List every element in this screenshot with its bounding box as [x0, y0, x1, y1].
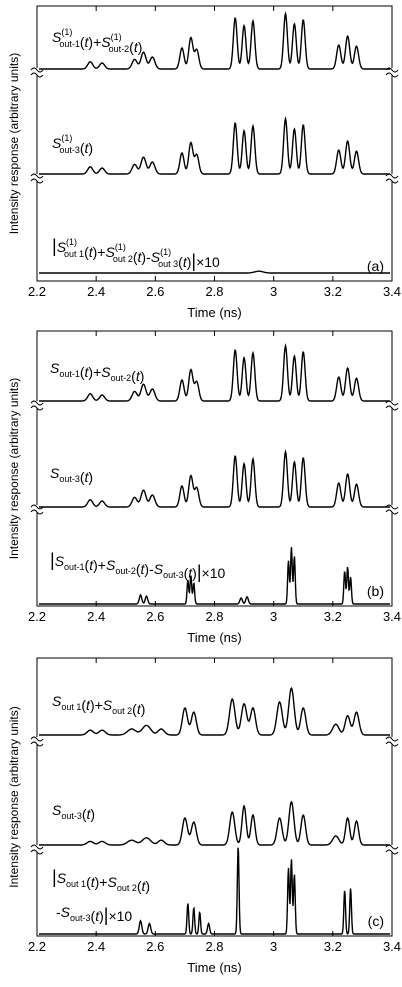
x-tick-label: 3 — [270, 939, 277, 954]
series-line-2 — [39, 116, 390, 175]
series-line-1 — [39, 343, 390, 402]
axis-break-gap — [386, 505, 398, 512]
chart-panel-1: 2.2 2.4 2.6 2.8 3 3.2 3.4 Time (ns) Intensity re… — [7, 5, 401, 320]
x-tick-label: 3.4 — [383, 284, 401, 299]
panel-label: (a) — [367, 258, 384, 274]
axis-break-gap — [386, 845, 398, 852]
x-tick-label: 3.4 — [383, 609, 401, 624]
x-tick-label: 2.2 — [28, 939, 46, 954]
series-line-1 — [39, 686, 390, 736]
x-tick-label: 2.4 — [87, 609, 105, 624]
axis-break-mark — [30, 67, 44, 78]
series-label-2: Sout-3(t) — [52, 802, 95, 822]
series-line-2 — [39, 800, 390, 846]
series-label-3-line-2: -Sout-3(t)|×10 — [56, 904, 132, 925]
series-label-1: S(1) out-1(t)+S(1) out-2(t) — [52, 27, 142, 55]
axis-break-gap — [31, 845, 43, 852]
axis-break-gap — [386, 174, 398, 181]
x-tick-label: 2.6 — [146, 284, 164, 299]
axis-break-mark — [30, 736, 44, 747]
axis-break-mark — [385, 736, 399, 747]
series-line-3 — [39, 270, 390, 274]
x-tick-label: 2.6 — [146, 609, 164, 624]
series-label-3: |S(1) out 1(t)+S(1) out 2(t)-S(1) out 3(t)|… — [52, 236, 220, 271]
x-tick-label: 2.8 — [205, 284, 223, 299]
axis-break-gap — [386, 68, 398, 75]
x-tick-label: 3 — [270, 609, 277, 624]
x-axis-label: Time (ns) — [187, 960, 241, 975]
axis-break-gap — [31, 505, 43, 512]
axis-break-mark — [30, 173, 44, 184]
x-tick-label: 2.6 — [146, 939, 164, 954]
y-axis-label: Intensity response (arbitrary units) — [7, 378, 21, 559]
axis-break-gap — [386, 737, 398, 744]
y-axis-label: Intensity response (arbitrary units) — [7, 53, 21, 234]
x-tick-label: 2.4 — [87, 939, 105, 954]
series-label-3-line-1: |Sout 1(t)+Sout 2(t) — [52, 867, 150, 894]
x-tick-label: 3.2 — [324, 939, 342, 954]
series-line-1 — [39, 11, 390, 70]
chart-panel-3: 2.2 2.4 2.6 2.8 3 3.2 3.4 Time (ns) Intensity re… — [7, 657, 401, 975]
x-tick-label: 2.2 — [28, 609, 46, 624]
axis-break-gap — [31, 737, 43, 744]
series-label-1: Sout 1(t)+Sout 2(t) — [52, 693, 145, 717]
y-axis-label: Intensity response (arbitrary units) — [7, 706, 21, 887]
series-line-2 — [39, 449, 390, 508]
axis-break-gap — [31, 68, 43, 75]
axis-break-gap — [386, 401, 398, 408]
series-line-3 — [39, 547, 390, 605]
chart-panel-2: 2.2 2.4 2.6 2.8 3 3.2 3.4 Time (ns) Intensity re… — [7, 330, 401, 645]
axis-break-mark — [30, 504, 44, 515]
x-tick-label: 3.4 — [383, 939, 401, 954]
series-label-2: S(1) out-3(t) — [52, 133, 93, 156]
axis-break-mark — [30, 400, 44, 411]
series-line-3 — [39, 847, 390, 935]
panel-label: (c) — [368, 913, 384, 929]
x-tick-label: 2.8 — [205, 609, 223, 624]
x-tick-label: 3 — [270, 284, 277, 299]
series-label-1: Sout-1(t)+Sout-2(t) — [50, 360, 144, 384]
axis-break-gap — [31, 401, 43, 408]
series-label-2: Sout-3(t) — [50, 465, 93, 485]
x-tick-label: 2.8 — [205, 939, 223, 954]
axis-break-mark — [385, 504, 399, 515]
x-axis-label: Time (ns) — [187, 305, 241, 320]
x-axis-label: Time (ns) — [187, 630, 241, 645]
x-tick-label: 3.2 — [324, 284, 342, 299]
axis-break-mark — [30, 844, 44, 855]
x-tick-label: 3.2 — [324, 609, 342, 624]
panel-label: (b) — [367, 583, 384, 599]
axis-break-gap — [31, 174, 43, 181]
series-label-3: |Sout-1(t)+Sout-2(t)-Sout-3(t)|×10 — [50, 550, 225, 582]
x-tick-label: 2.2 — [28, 284, 46, 299]
x-tick-label: 2.4 — [87, 284, 105, 299]
